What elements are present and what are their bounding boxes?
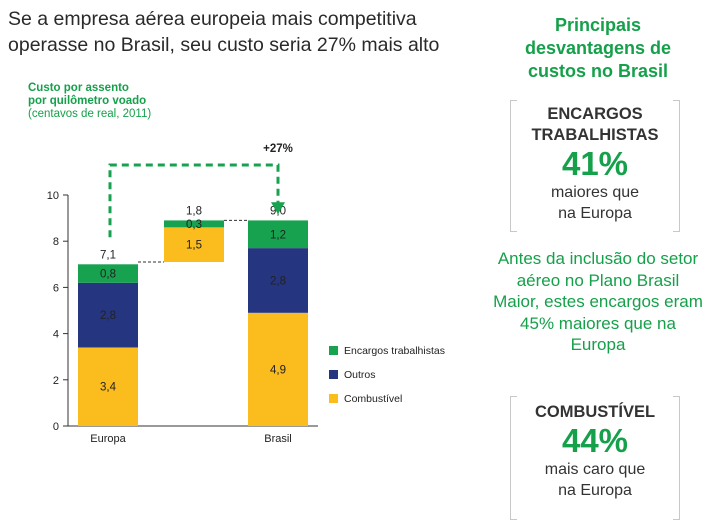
bar-segment-label: 2,8 [100, 310, 116, 322]
legend-swatch [329, 394, 338, 403]
chart-caption: Custo por assento por quilômetro voado (… [28, 82, 151, 121]
legend-swatch [329, 370, 338, 379]
bar-segment [78, 264, 138, 283]
bar-total-label: 7,1 [100, 249, 116, 261]
bar-segment [164, 220, 224, 228]
bar-segment [78, 282, 138, 348]
growth-arrow [108, 163, 280, 238]
bar-segment-label: 2,8 [270, 275, 286, 287]
labor-charges-box: ENCARGOS TRABALHISTAS 41% maiores que na… [510, 100, 680, 232]
sidebar-title: Principais desvantagens de custos no Bra… [524, 15, 672, 81]
chart-caption-line1: Custo por assento [28, 82, 129, 94]
bar-segment [164, 227, 224, 262]
y-tick-label: 4 [53, 329, 59, 341]
labor-charges-sub-line1: maiores que [550, 184, 640, 201]
y-tick-label: 0 [53, 421, 59, 433]
y-tick-label: 10 [47, 190, 59, 202]
bar-segment [248, 220, 308, 249]
legend-swatch [329, 346, 338, 355]
growth-arrow-head [271, 202, 285, 215]
bar-segment-label: 4,9 [270, 364, 286, 376]
fuel-title: COMBUSTÍVEL [534, 403, 656, 421]
fuel-sub-line2: na Europa [558, 482, 632, 499]
bar-segment [248, 248, 308, 313]
headline: Se a empresa aérea europeia mais competi… [8, 8, 440, 56]
legend-label: Outros [344, 369, 376, 381]
chart-caption-line2: por quilômetro voado [28, 95, 147, 107]
box-bracket-right [673, 396, 680, 520]
box-bracket-left [510, 396, 517, 520]
bar-segment-label: 0,3 [186, 219, 202, 231]
y-tick-label: 6 [53, 282, 59, 294]
growth-annotation: +27% [263, 143, 293, 155]
x-category-label: Europa [90, 433, 126, 445]
bar-total-label: 1,8 [186, 205, 202, 217]
labor-charges-title-line1: ENCARGOS [547, 105, 643, 123]
bar-segment-label: 1,5 [186, 240, 202, 252]
y-tick-label: 8 [53, 236, 59, 248]
bar-segment-label: 0,8 [100, 269, 116, 281]
labor-charges-note: Antes da inclusão do setor aéreo no Plan… [493, 249, 703, 354]
fuel-sub-line1: mais caro que [544, 461, 646, 478]
labor-charges-sub-line2: na Europa [558, 205, 632, 222]
legend-label: Encargos trabalhistas [344, 345, 445, 357]
fuel-value: 44% [561, 422, 629, 459]
y-tick-label: 2 [53, 375, 59, 387]
labor-charges-value: 41% [561, 145, 629, 182]
bar-segment [248, 312, 308, 426]
stacked-bar-chart: 0 2 4 6 8 10 3,4 2,8 0,8 7,1 Europa 1,5 0,3 1,8 4,9 2,8… [47, 143, 445, 445]
bar-segment-label: 1,2 [270, 229, 286, 241]
bar-segment [78, 347, 138, 426]
bar-segment-label: 3,4 [100, 382, 117, 394]
box-bracket-right [673, 100, 680, 232]
fuel-box: COMBUSTÍVEL 44% mais caro que na Europa [510, 396, 680, 520]
legend-label: Combustível [344, 393, 402, 405]
x-category-label: Brasil [264, 433, 292, 445]
box-bracket-left [510, 100, 517, 232]
labor-charges-title-line2: TRABALHISTAS [531, 126, 659, 144]
chart-caption-unit: (centavos de real, 2011) [28, 108, 152, 120]
